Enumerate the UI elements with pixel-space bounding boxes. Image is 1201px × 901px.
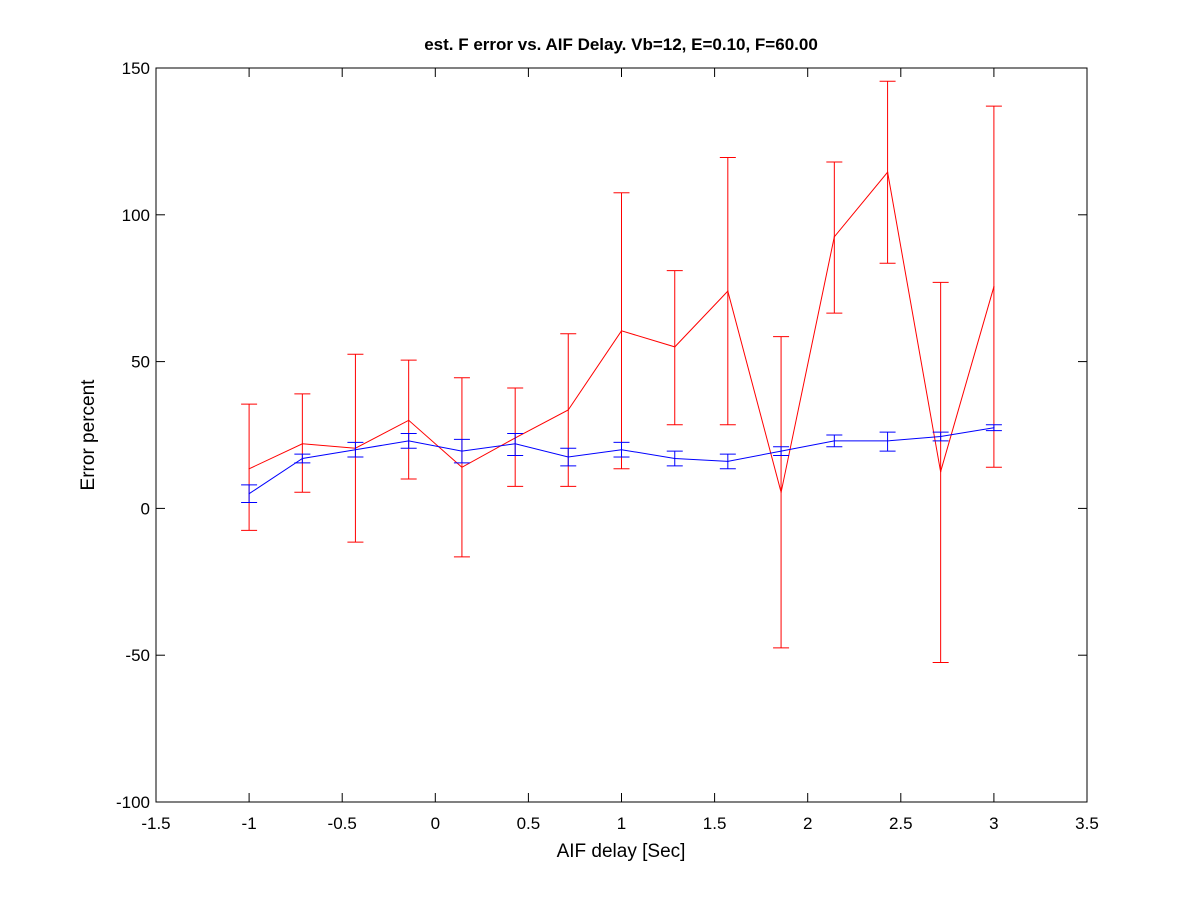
x-tick-label: -1 (242, 814, 257, 833)
data-point (461, 450, 463, 452)
data-point (248, 493, 250, 495)
x-ticks: -1.5 -1 -0.5 0 0.5 1 1.5 2 2.5 3 3.5 (141, 68, 1099, 833)
series-layer (241, 80, 1002, 664)
data-point (620, 330, 623, 332)
series-1 (241, 80, 1002, 664)
y-tick-label: 0 (141, 499, 150, 518)
x-tick-label: 0.5 (517, 814, 541, 833)
x-tick-label: 0 (431, 814, 440, 833)
data-point (674, 457, 676, 460)
x-tick-label: 1.5 (703, 814, 727, 833)
y-tick-label: 100 (122, 206, 150, 225)
x-axis-label: AIF delay [Sec] (557, 841, 686, 862)
data-point (620, 449, 623, 451)
x-tick-label: 2.5 (889, 814, 913, 833)
data-point (567, 456, 569, 458)
data-point (833, 236, 835, 238)
data-point (567, 409, 569, 411)
data-point (408, 440, 410, 442)
data-point (940, 471, 942, 473)
data-point (301, 457, 303, 460)
data-point (514, 443, 516, 445)
data-point (408, 419, 410, 421)
data-point (674, 346, 676, 348)
x-tick-label: -1.5 (141, 814, 170, 833)
chart-title: est. F error vs. AIF Delay. Vb=12, E=0.1… (424, 35, 818, 54)
y-tick-label: 50 (131, 353, 150, 372)
x-tick-label: 2 (803, 814, 812, 833)
x-tick-label: 3.5 (1075, 814, 1099, 833)
x-tick-label: -0.5 (328, 814, 357, 833)
y-tick-label: -100 (116, 793, 150, 812)
data-point (727, 460, 729, 463)
data-point (354, 449, 357, 451)
y-tick-label: -50 (125, 646, 150, 665)
data-point (780, 491, 782, 493)
data-point (301, 443, 303, 445)
x-tick-label: 3 (989, 814, 998, 833)
data-point (780, 450, 782, 452)
x-tick-label: 1 (617, 814, 626, 833)
data-point (248, 468, 250, 470)
data-point (940, 435, 942, 438)
data-point (886, 440, 889, 442)
y-tick-label: 150 (122, 59, 150, 78)
data-point (833, 440, 835, 442)
y-axis-label: Error percent (78, 379, 99, 491)
data-point (886, 171, 889, 173)
data-point (727, 290, 729, 292)
y-ticks: -100 -50 0 50 100 150 (116, 59, 1087, 812)
series-2 (241, 424, 1002, 504)
data-point (993, 427, 995, 429)
data-point (993, 286, 995, 288)
data-point (461, 466, 463, 468)
